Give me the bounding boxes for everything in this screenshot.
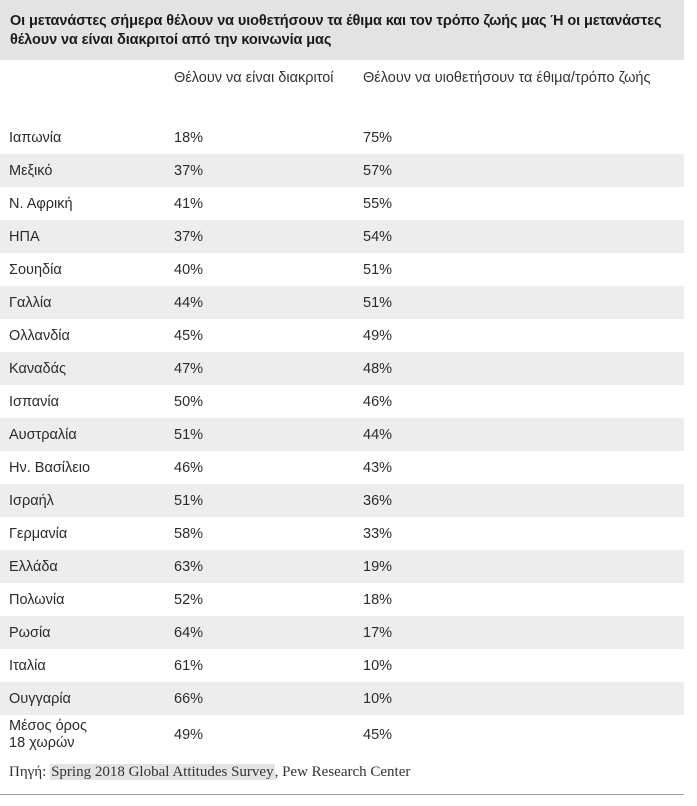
cell-country: Γαλλία [9,294,52,311]
source-line: Πηγή: Spring 2018 Global Attitudes Surve… [0,754,684,792]
cell-adopt: 33% [363,525,393,542]
cell-country: ΗΠΑ [9,228,40,245]
cell-distinct: 18% [174,129,204,146]
cell-country: Ν. Αφρική [9,195,73,212]
cell-adopt: 43% [363,459,393,476]
table-row: Καναδάς 47% 48% [0,352,684,385]
cell-adopt: 36% [363,492,393,509]
cell-distinct: 37% [174,162,204,179]
table-body: Ιαπωνία 18% 75% Μεξικό 37% 57% Ν. Αφρική 41% 55%… [0,121,684,754]
cell-country: Καναδάς [9,360,66,377]
cell-distinct: 63% [174,558,204,575]
cell-country: Αυστραλία [9,426,77,443]
table-row: ΗΠΑ 37% 54% [0,220,684,253]
cell-adopt: 48% [363,360,393,377]
cell-distinct: 51% [174,426,204,443]
cell-country: Ιταλία [9,657,46,674]
table-row: Ελλάδα 63% 19% [0,550,684,583]
cell-adopt: 49% [363,327,393,344]
cell-adopt: 10% [363,657,393,674]
cell-country: Ρωσία [9,624,51,641]
cell-distinct: 47% [174,360,204,377]
cell-adopt: 18% [363,591,393,608]
cell-country: Ισραήλ [9,492,54,509]
cell-country: Ουγγαρία [9,690,71,707]
table-row: Ολλανδία 45% 49% [0,319,684,352]
table-row: Μέσος όρος 18 χωρών 49% 45% [0,715,684,754]
table-row: Μεξικό 37% 57% [0,154,684,187]
cell-distinct: 46% [174,459,204,476]
table-row: Ιαπωνία 18% 75% [0,121,684,154]
cell-distinct: 51% [174,492,204,509]
cell-country: Ην. Βασίλειο [9,459,91,476]
cell-distinct: 37% [174,228,204,245]
table-figure: Οι μετανάστες σήμερα θέλουν να υιοθετήσο… [0,0,684,792]
table-row: Αυστραλία 51% 44% [0,418,684,451]
cell-country: Σουηδία [9,261,62,278]
cell-distinct: 61% [174,657,204,674]
cell-adopt: 75% [363,129,393,146]
cell-adopt: 19% [363,558,393,575]
table-row: Ουγγαρία 66% 10% [0,682,684,715]
table-row: Γερμανία 58% 33% [0,517,684,550]
cell-distinct: 49% [174,726,204,743]
cell-distinct: 58% [174,525,204,542]
title-band: Οι μετανάστες σήμερα θέλουν να υιοθετήσο… [0,0,684,60]
header-distinct: Θέλουν να είναι διακριτοί [174,70,334,86]
cell-adopt: 57% [363,162,393,179]
table-row: Ην. Βασίλειο 46% 43% [0,451,684,484]
cell-distinct: 44% [174,294,204,311]
source-link[interactable]: Spring 2018 Global Attitudes Survey [50,764,275,780]
bottom-divider [0,794,684,795]
cell-country: Ισπανία [9,393,60,410]
table-header-row: Θέλουν να είναι διακριτοί Θέλουν να υιοθ… [0,60,684,107]
table-row: Ν. Αφρική 41% 55% [0,187,684,220]
cell-distinct: 50% [174,393,204,410]
table-row: Ισπανία 50% 46% [0,385,684,418]
source-suffix: , Pew Research Center [274,764,411,780]
cell-adopt: 10% [363,690,393,707]
table-row: Ιταλία 61% 10% [0,649,684,682]
cell-adopt: 54% [363,228,393,245]
table-row: Σουηδία 40% 51% [0,253,684,286]
cell-country: Ιαπωνία [9,129,62,146]
cell-adopt: 46% [363,393,393,410]
cell-distinct: 64% [174,624,204,641]
cell-country: Γερμανία [9,525,68,542]
cell-country: Μεξικό [9,162,53,179]
table-row: Πολωνία 52% 18% [0,583,684,616]
cell-distinct: 40% [174,261,204,278]
table-title: Οι μετανάστες σήμερα θέλουν να υιοθετήσο… [10,13,662,48]
table-row: Ισραήλ 51% 36% [0,484,684,517]
cell-adopt: 51% [363,261,393,278]
cell-adopt: 17% [363,624,393,641]
cell-adopt: 44% [363,426,393,443]
cell-country: Μέσος όρος 18 χωρών [9,717,87,751]
source-prefix: Πηγή: [9,764,51,780]
cell-distinct: 52% [174,591,204,608]
header-country [0,69,164,107]
cell-distinct: 41% [174,195,204,212]
table-row: Ρωσία 64% 17% [0,616,684,649]
cell-distinct: 66% [174,690,204,707]
cell-distinct: 45% [174,327,204,344]
header-adopt: Θέλουν να υιοθετήσουν τα έθιμα/τρόπο ζωή… [363,70,651,86]
cell-country: Ελλάδα [9,558,58,575]
cell-country: Ολλανδία [9,327,70,344]
cell-adopt: 45% [363,726,393,743]
cell-country: Πολωνία [9,591,65,608]
table-row: Γαλλία 44% 51% [0,286,684,319]
cell-adopt: 51% [363,294,393,311]
cell-adopt: 55% [363,195,393,212]
